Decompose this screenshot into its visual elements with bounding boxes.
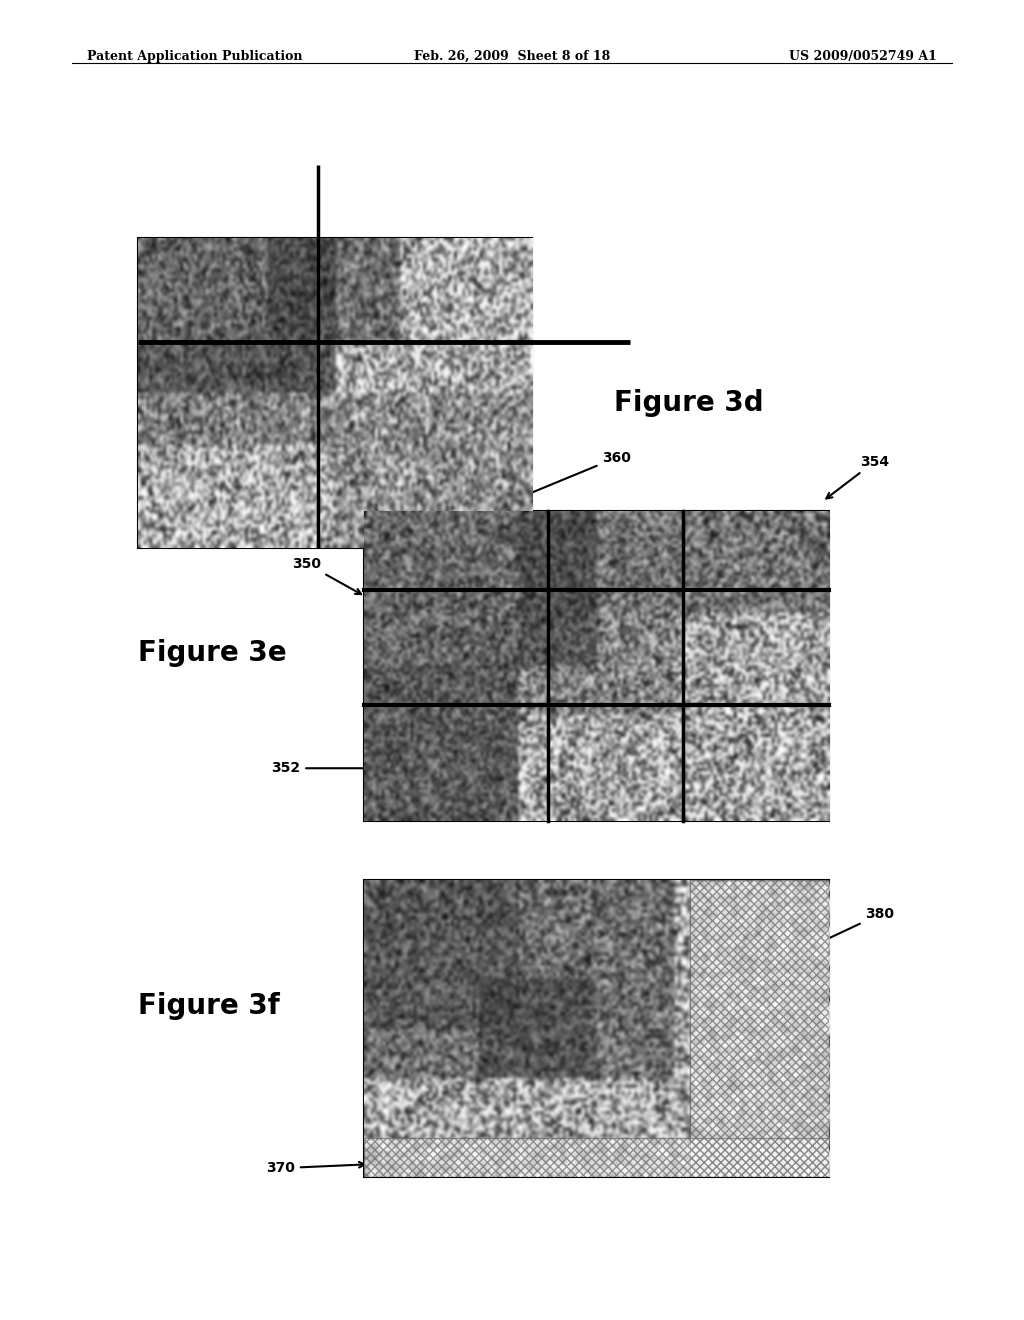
- Text: 370: 370: [266, 1162, 365, 1175]
- Text: 380: 380: [822, 907, 894, 941]
- Text: 352: 352: [271, 762, 374, 775]
- Bar: [364, 511, 829, 821]
- Text: Feb. 26, 2009  Sheet 8 of 18: Feb. 26, 2009 Sheet 8 of 18: [414, 50, 610, 63]
- Text: 360: 360: [515, 450, 631, 500]
- Text: Figure 3d: Figure 3d: [614, 388, 764, 417]
- Text: Patent Application Publication: Patent Application Publication: [87, 50, 302, 63]
- Bar: [138, 238, 532, 548]
- Text: Figure 3e: Figure 3e: [138, 639, 287, 668]
- Text: Figure 3f: Figure 3f: [138, 991, 281, 1020]
- Text: US 2009/0052749 A1: US 2009/0052749 A1: [790, 50, 937, 63]
- Text: 354: 354: [826, 454, 889, 499]
- Bar: [364, 880, 829, 1177]
- Text: 350: 350: [292, 557, 361, 594]
